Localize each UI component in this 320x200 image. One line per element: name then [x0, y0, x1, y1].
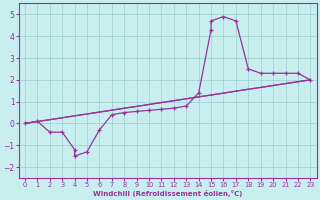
X-axis label: Windchill (Refroidissement éolien,°C): Windchill (Refroidissement éolien,°C) — [93, 190, 242, 197]
